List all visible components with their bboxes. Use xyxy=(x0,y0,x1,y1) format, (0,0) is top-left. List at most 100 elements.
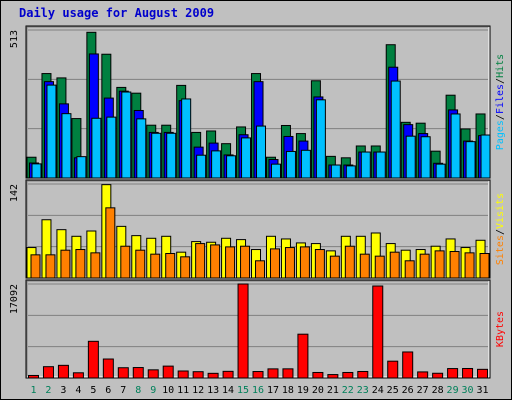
bar-kbytes-day-2 xyxy=(42,366,54,379)
legend-separator: / xyxy=(495,114,506,120)
bar-kbytes-day-12 xyxy=(192,371,204,379)
x-tick-label-day-13: 13 xyxy=(207,385,219,396)
bar-kbytes-day-28 xyxy=(432,372,444,379)
bar-sites-day-12 xyxy=(195,243,206,279)
x-tick-label-day-22: 22 xyxy=(342,385,354,396)
x-tick-label-day-3: 3 xyxy=(60,385,66,396)
x-tick-label-day-18: 18 xyxy=(282,385,294,396)
legend-entry-pages: Pages xyxy=(495,120,506,150)
x-tick-label-day-16: 16 xyxy=(252,385,264,396)
bar-pages-day-30 xyxy=(465,141,476,179)
bar-sites-day-9 xyxy=(150,253,161,279)
bar-sites-day-2 xyxy=(45,254,56,279)
bar-pages-day-21 xyxy=(330,164,341,179)
x-tick-label-day-2: 2 xyxy=(45,385,51,396)
x-tick-label-day-19: 19 xyxy=(297,385,309,396)
x-tick-label-day-24: 24 xyxy=(372,385,384,396)
bar-pages-day-1 xyxy=(31,163,42,179)
x-tick-label-day-12: 12 xyxy=(192,385,204,396)
bar-kbytes-day-5 xyxy=(87,340,99,379)
x-tick-label-day-5: 5 xyxy=(90,385,96,396)
x-tick-label-day-31: 31 xyxy=(476,385,488,396)
x-tick-label-day-26: 26 xyxy=(402,385,414,396)
bar-kbytes-day-3 xyxy=(57,364,69,379)
x-tick-label-day-30: 30 xyxy=(462,385,474,396)
bar-sites-day-27 xyxy=(419,253,430,279)
hits-files-pages-legend: Pages/Files/Hits xyxy=(495,54,506,150)
bar-pages-day-31 xyxy=(480,134,491,179)
bar-sites-day-24 xyxy=(374,255,385,279)
bar-pages-day-7 xyxy=(121,91,132,179)
bar-pages-day-25 xyxy=(390,80,401,179)
bar-sites-day-30 xyxy=(464,252,475,279)
bar-sites-day-16 xyxy=(255,260,266,279)
bar-kbytes-day-7 xyxy=(117,367,129,379)
kbytes-axis-max-label: 17092 xyxy=(9,284,20,314)
bar-pages-day-29 xyxy=(450,113,461,179)
bar-pages-day-5 xyxy=(91,117,102,179)
x-tick-label-day-11: 11 xyxy=(177,385,189,396)
bar-kbytes-day-18 xyxy=(282,368,294,379)
bar-sites-day-8 xyxy=(135,249,146,279)
bar-pages-day-28 xyxy=(435,163,446,179)
bar-pages-day-17 xyxy=(270,163,281,179)
bar-sites-day-14 xyxy=(225,246,236,279)
bar-pages-day-22 xyxy=(345,165,356,179)
bar-sites-day-11 xyxy=(180,256,191,279)
visits-axis-max-label: 142 xyxy=(9,184,20,202)
x-tick-label-day-15: 15 xyxy=(237,385,249,396)
bar-sites-day-23 xyxy=(359,253,370,279)
bar-kbytes-day-15 xyxy=(237,283,249,379)
bar-sites-day-7 xyxy=(120,245,131,279)
bar-kbytes-day-22 xyxy=(342,371,354,379)
visits-sites-legend: Sites/Visits xyxy=(495,193,506,265)
bar-kbytes-day-25 xyxy=(387,360,399,379)
bar-kbytes-day-17 xyxy=(267,368,279,379)
x-tick-label-day-21: 21 xyxy=(327,385,339,396)
bar-kbytes-day-11 xyxy=(177,370,189,379)
x-tick-label-day-9: 9 xyxy=(150,385,156,396)
x-tick-label-day-10: 10 xyxy=(162,385,174,396)
bar-pages-day-4 xyxy=(76,156,87,179)
bar-sites-day-20 xyxy=(314,249,325,279)
x-tick-label-day-28: 28 xyxy=(432,385,444,396)
hits-axis-max-label: 513 xyxy=(9,30,20,48)
bar-kbytes-day-19 xyxy=(297,333,309,379)
x-tick-label-day-23: 23 xyxy=(357,385,369,396)
bar-kbytes-day-16 xyxy=(252,371,264,379)
bar-pages-day-12 xyxy=(196,154,207,179)
kbytes-legend: KBytes xyxy=(495,311,506,347)
bar-sites-day-18 xyxy=(284,247,295,279)
bar-sites-day-31 xyxy=(479,253,490,279)
x-tick-label-day-29: 29 xyxy=(447,385,459,396)
bar-pages-day-27 xyxy=(420,136,431,179)
bar-pages-day-20 xyxy=(315,99,326,179)
bar-pages-day-2 xyxy=(46,84,57,179)
bar-kbytes-day-23 xyxy=(357,370,369,379)
bar-sites-day-3 xyxy=(60,249,71,279)
bar-kbytes-day-8 xyxy=(132,367,144,379)
legend-entry-sites: Sites xyxy=(495,235,506,265)
bar-pages-day-10 xyxy=(166,132,177,179)
bar-pages-day-13 xyxy=(211,150,222,179)
bar-sites-day-5 xyxy=(90,252,101,279)
bar-pages-day-14 xyxy=(226,155,237,179)
bar-sites-day-15 xyxy=(240,245,251,279)
bar-pages-day-9 xyxy=(151,132,162,179)
bar-sites-day-28 xyxy=(434,250,445,279)
bar-kbytes-day-6 xyxy=(102,358,114,379)
bar-sites-day-6 xyxy=(105,207,116,279)
bar-sites-day-29 xyxy=(449,251,460,279)
x-tick-label-day-1: 1 xyxy=(30,385,36,396)
bar-sites-day-22 xyxy=(344,245,355,279)
legend-separator: / xyxy=(495,78,506,84)
x-tick-label-day-6: 6 xyxy=(105,385,111,396)
bar-kbytes-day-14 xyxy=(222,370,234,379)
bar-sites-day-19 xyxy=(299,246,310,279)
bar-pages-day-16 xyxy=(256,125,267,179)
legend-entry-visits: Visits xyxy=(495,193,506,229)
bar-kbytes-day-20 xyxy=(312,371,324,379)
bar-sites-day-17 xyxy=(269,248,280,279)
x-tick-label-day-4: 4 xyxy=(75,385,81,396)
bar-pages-day-18 xyxy=(285,150,296,179)
